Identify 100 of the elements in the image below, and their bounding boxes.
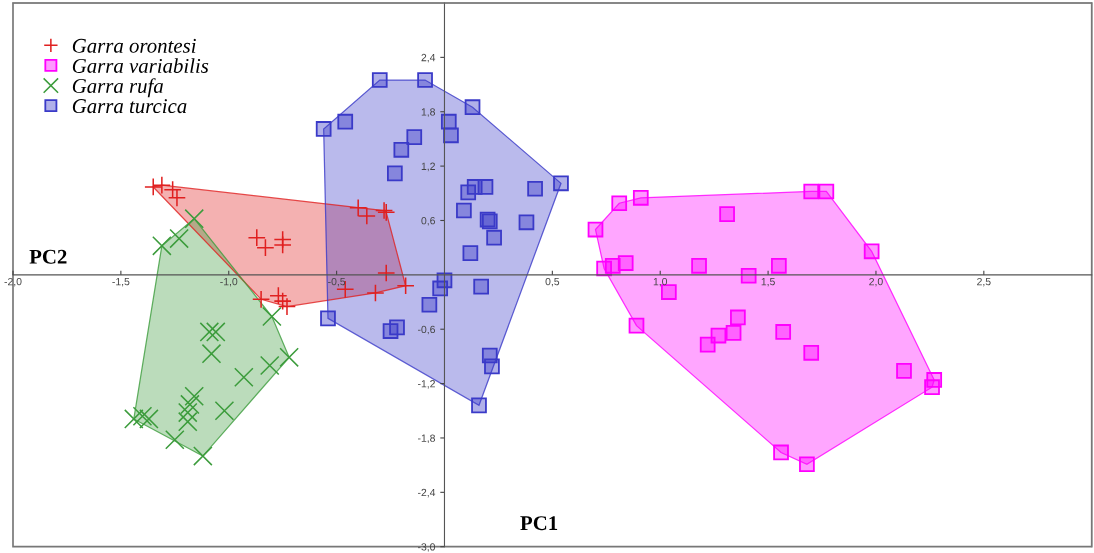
legend-label: Garra rufa (72, 78, 163, 98)
point (553, 175, 569, 192)
point (803, 344, 820, 361)
x-tick-label: 2,0 (869, 277, 883, 287)
point (199, 322, 220, 342)
y-tick-label: -2,4 (417, 488, 436, 498)
point (256, 238, 275, 257)
y-tick-label: 2,4 (421, 53, 436, 63)
point (691, 257, 707, 274)
point (132, 406, 153, 427)
point (477, 179, 494, 195)
point (152, 236, 172, 256)
point (315, 121, 332, 137)
x-tick-label: -1,0 (220, 277, 238, 287)
point (396, 276, 415, 295)
y-tick-label: -1,8 (417, 434, 435, 444)
point (699, 336, 716, 353)
point (406, 129, 423, 145)
point (387, 165, 403, 182)
point (471, 397, 487, 414)
legend-label: Garra variabilis (72, 58, 209, 73)
point (177, 402, 198, 423)
point (389, 319, 405, 336)
legend-label: Garra turcica (72, 99, 187, 114)
point (464, 99, 481, 116)
point (144, 177, 163, 197)
point (177, 411, 198, 432)
point (456, 202, 472, 219)
point (632, 189, 649, 206)
point (432, 280, 449, 297)
point (163, 180, 182, 199)
point (180, 394, 200, 415)
point (193, 446, 213, 466)
point (719, 206, 735, 222)
point (473, 278, 490, 295)
point (152, 176, 171, 195)
point (771, 257, 787, 274)
point (730, 309, 746, 326)
point (393, 141, 410, 158)
x-tick-label: 0,5 (545, 277, 560, 287)
x-axis-title: PC1 (520, 516, 558, 531)
point (279, 347, 299, 368)
point (206, 322, 226, 342)
point (259, 355, 280, 376)
point (184, 208, 205, 229)
point (247, 228, 266, 247)
point (262, 306, 282, 327)
point (896, 363, 912, 379)
point (252, 290, 271, 309)
point (775, 324, 792, 340)
point (417, 72, 433, 88)
point (377, 263, 396, 283)
point (320, 310, 336, 327)
y-tick-label: 1,8 (421, 108, 435, 117)
point (234, 367, 254, 388)
point (484, 358, 500, 375)
point (371, 72, 388, 88)
point (628, 317, 645, 334)
point (924, 379, 940, 396)
point (617, 255, 634, 271)
point (486, 229, 502, 246)
point (799, 456, 815, 473)
point (273, 292, 292, 311)
point (201, 343, 222, 364)
point (773, 444, 789, 461)
x-tick-label: -0,5 (328, 277, 346, 287)
point (818, 183, 835, 200)
point (803, 183, 820, 200)
x-tick-label: 1,0 (653, 277, 668, 287)
point (167, 188, 187, 207)
point (165, 429, 185, 450)
x-tick-label: 1,5 (761, 278, 775, 287)
point (611, 195, 628, 212)
point (421, 296, 438, 313)
point (269, 286, 288, 305)
point (357, 206, 376, 226)
point (184, 386, 205, 407)
point (443, 127, 459, 144)
point (587, 221, 604, 238)
y-tick-label: -1,2 (417, 380, 435, 389)
x-tick-label: -1,5 (112, 278, 130, 287)
point (740, 267, 757, 284)
point (366, 283, 385, 303)
point (863, 243, 880, 260)
point (169, 228, 189, 249)
point (273, 235, 292, 255)
point (527, 180, 543, 197)
legend-label: Garra orontesi (72, 38, 196, 53)
point (337, 113, 354, 130)
x-tick-label: 2,5 (977, 277, 991, 287)
point (349, 198, 368, 217)
point (462, 245, 479, 261)
y-tick-label: 0,6 (421, 216, 435, 226)
point (214, 400, 235, 421)
point (277, 297, 297, 316)
point (518, 214, 535, 231)
y-axis-title: PC2 (29, 249, 67, 264)
y-tick-label: -0,6 (417, 325, 435, 335)
point (725, 324, 742, 341)
y-tick-label: 1,2 (421, 162, 435, 172)
